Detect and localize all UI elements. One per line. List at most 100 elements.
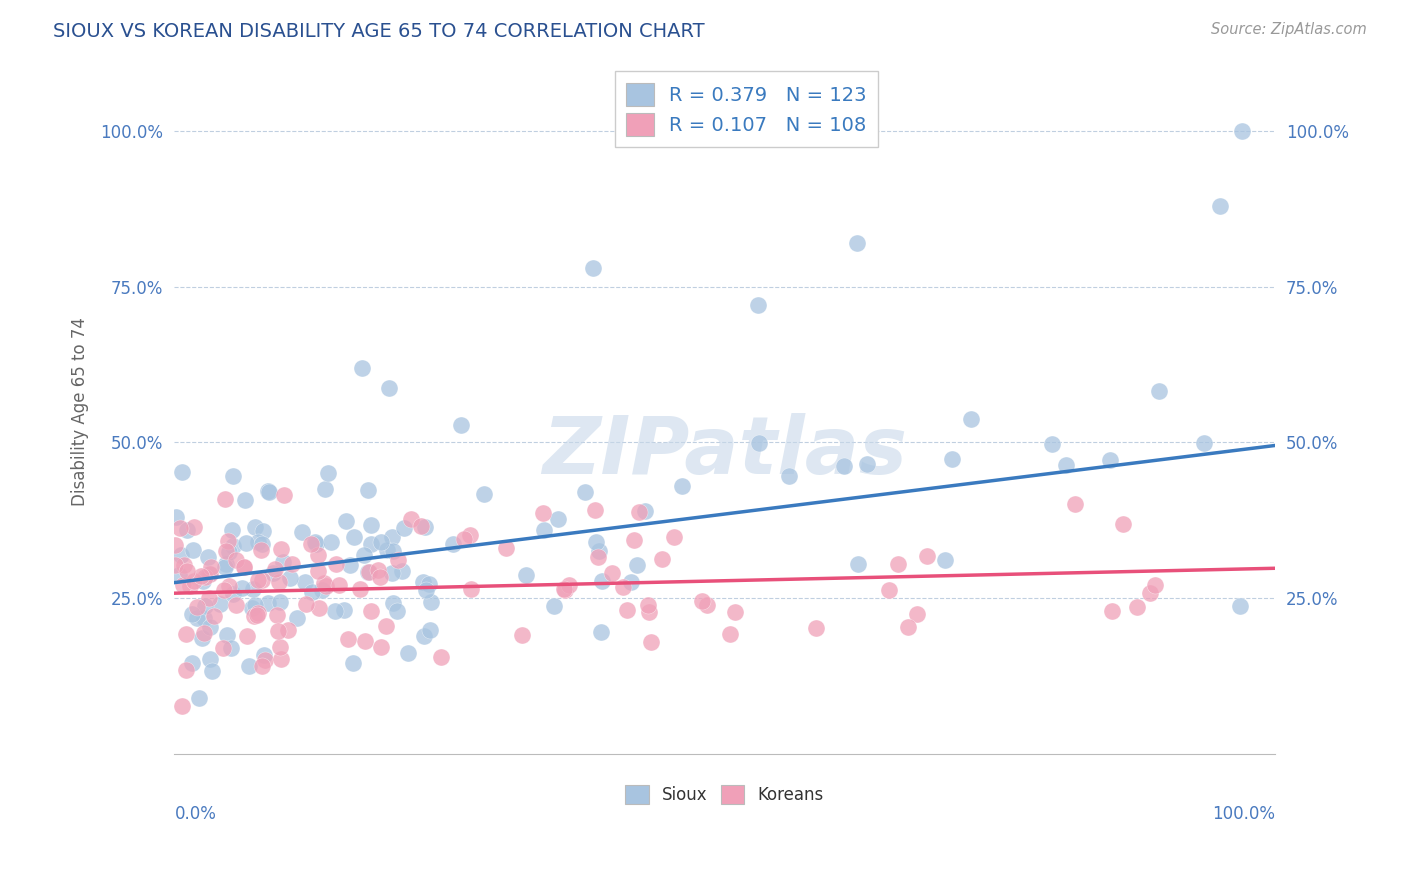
Point bbox=[262, 566, 284, 581]
Point bbox=[375, 619, 398, 633]
Point bbox=[253, 648, 276, 662]
Point bbox=[360, 604, 382, 618]
Point bbox=[314, 483, 336, 497]
Point bbox=[169, 521, 191, 535]
Point bbox=[718, 627, 741, 641]
Point bbox=[396, 646, 419, 660]
Point bbox=[281, 557, 304, 571]
Point bbox=[243, 520, 266, 534]
Point bbox=[315, 579, 337, 593]
Point bbox=[332, 603, 354, 617]
Point bbox=[554, 582, 576, 597]
Point bbox=[1040, 437, 1063, 451]
Point bbox=[612, 580, 634, 594]
Point bbox=[531, 506, 554, 520]
Point bbox=[319, 534, 342, 549]
Point bbox=[391, 564, 413, 578]
Point bbox=[586, 549, 609, 564]
Point bbox=[637, 605, 659, 619]
Point bbox=[832, 458, 855, 473]
Point bbox=[257, 596, 280, 610]
Point bbox=[246, 573, 269, 587]
Point bbox=[336, 632, 359, 646]
Point bbox=[247, 607, 270, 621]
Point bbox=[236, 629, 259, 643]
Point bbox=[232, 560, 254, 574]
Point bbox=[318, 466, 340, 480]
Point bbox=[640, 634, 662, 648]
Point bbox=[257, 483, 280, 498]
Point bbox=[1139, 586, 1161, 600]
Point bbox=[342, 657, 364, 671]
Point bbox=[430, 649, 453, 664]
Point bbox=[1147, 384, 1170, 399]
Point bbox=[270, 651, 292, 665]
Point bbox=[181, 607, 204, 622]
Point bbox=[257, 485, 280, 500]
Point bbox=[387, 552, 409, 566]
Point bbox=[299, 537, 322, 551]
Point bbox=[515, 568, 537, 582]
Point bbox=[360, 537, 382, 551]
Point bbox=[458, 528, 481, 542]
Point bbox=[381, 566, 404, 580]
Point bbox=[215, 628, 238, 642]
Point bbox=[170, 699, 193, 714]
Point bbox=[897, 620, 920, 634]
Point bbox=[385, 604, 408, 618]
Point bbox=[278, 571, 301, 585]
Point bbox=[233, 559, 256, 574]
Point bbox=[370, 640, 392, 655]
Point bbox=[222, 540, 245, 554]
Point bbox=[191, 631, 214, 645]
Point bbox=[941, 452, 963, 467]
Point bbox=[420, 595, 443, 609]
Point bbox=[357, 483, 380, 498]
Point bbox=[269, 640, 291, 654]
Point bbox=[181, 543, 204, 558]
Point bbox=[183, 520, 205, 534]
Point bbox=[200, 567, 222, 582]
Point bbox=[623, 533, 645, 547]
Y-axis label: Disability Age 65 to 74: Disability Age 65 to 74 bbox=[72, 317, 89, 506]
Point bbox=[270, 542, 292, 557]
Point bbox=[308, 564, 330, 578]
Point bbox=[180, 656, 202, 670]
Point bbox=[804, 622, 827, 636]
Point bbox=[581, 260, 603, 275]
Point bbox=[696, 598, 718, 612]
Point bbox=[960, 411, 983, 425]
Point bbox=[419, 624, 441, 638]
Point bbox=[170, 548, 193, 562]
Text: 0.0%: 0.0% bbox=[174, 805, 217, 823]
Point bbox=[409, 518, 432, 533]
Point bbox=[748, 435, 770, 450]
Point bbox=[264, 561, 287, 575]
Text: Source: ZipAtlas.com: Source: ZipAtlas.com bbox=[1211, 22, 1367, 37]
Point bbox=[198, 652, 221, 666]
Point bbox=[215, 544, 238, 558]
Point bbox=[208, 597, 231, 611]
Point bbox=[651, 552, 673, 566]
Point bbox=[242, 582, 264, 596]
Point bbox=[349, 582, 371, 596]
Point bbox=[1208, 199, 1230, 213]
Point bbox=[399, 512, 422, 526]
Point bbox=[1230, 124, 1253, 138]
Point bbox=[295, 597, 318, 611]
Point bbox=[190, 568, 212, 582]
Point bbox=[179, 579, 201, 593]
Point bbox=[273, 555, 295, 569]
Point bbox=[846, 557, 869, 571]
Point bbox=[314, 575, 336, 590]
Point bbox=[1101, 605, 1123, 619]
Point bbox=[778, 468, 800, 483]
Point bbox=[212, 640, 235, 655]
Point bbox=[308, 601, 330, 615]
Point bbox=[225, 599, 247, 613]
Text: 100.0%: 100.0% bbox=[1212, 805, 1275, 823]
Point bbox=[443, 537, 465, 551]
Point bbox=[915, 549, 938, 563]
Point bbox=[266, 607, 288, 622]
Point bbox=[350, 360, 373, 375]
